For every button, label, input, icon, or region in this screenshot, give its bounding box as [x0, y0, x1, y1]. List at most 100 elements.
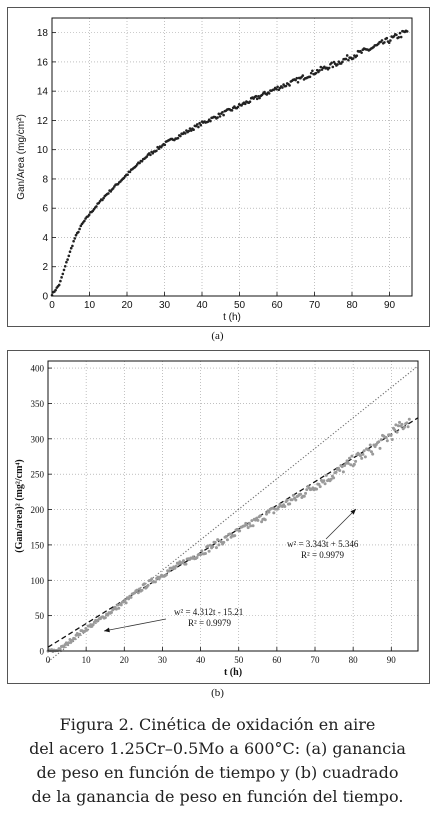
data-point [68, 638, 72, 642]
data-point [149, 153, 152, 157]
x-tick-label: 10 [82, 655, 92, 665]
data-point [324, 473, 328, 477]
data-point [309, 71, 313, 75]
data-point [224, 535, 228, 539]
y-tick-label: 4 [42, 233, 48, 244]
data-point [62, 645, 66, 649]
x-tick-label: 30 [159, 300, 171, 311]
data-point [67, 641, 71, 645]
data-point [360, 456, 364, 460]
data-point [140, 588, 144, 592]
data-point [304, 491, 308, 495]
x-tick-label: 30 [158, 655, 168, 665]
chart-panel-b: 0 10 20 30 40 50 60 70 80 90 0 50 100 150 200 250 300 350… [7, 350, 430, 684]
fit2-annotation-equation: w² = 3.343t + 5.346 [287, 539, 359, 549]
caption-line-3: de peso en función de tiempo y (b) cuadr… [36, 763, 399, 782]
data-point [83, 629, 87, 633]
data-point [61, 272, 65, 276]
data-point [126, 173, 129, 176]
data-point [195, 123, 199, 126]
data-point [314, 71, 318, 75]
data-point [311, 69, 314, 73]
data-point [349, 463, 353, 467]
y-tick-label: 150 [31, 540, 45, 550]
data-point [207, 549, 211, 553]
data-point [140, 159, 144, 163]
data-point [398, 420, 402, 424]
data-point [230, 109, 234, 112]
x-tick-label: 40 [196, 655, 206, 665]
data-point [163, 143, 167, 147]
data-point [308, 75, 312, 79]
data-point [260, 520, 264, 524]
data-point [394, 423, 398, 427]
data-point [57, 283, 61, 287]
x-tick-label: 10 [84, 300, 96, 311]
data-point [124, 601, 128, 605]
data-point [250, 519, 254, 523]
data-point [258, 96, 261, 100]
y-tick-label: 350 [31, 399, 45, 409]
data-point [380, 39, 384, 42]
data-point [116, 603, 120, 607]
data-point [68, 250, 72, 254]
data-point [243, 524, 247, 528]
x-tick-label: 50 [234, 300, 246, 311]
data-point [255, 97, 259, 101]
data-point [217, 112, 221, 116]
x-tick-label: 90 [387, 655, 397, 665]
panel-b-label: (b) [211, 687, 224, 699]
data-point [213, 540, 217, 544]
data-point [127, 597, 131, 601]
data-point [385, 439, 389, 443]
data-point [247, 521, 251, 525]
data-point [406, 425, 410, 429]
data-point [352, 462, 356, 466]
data-point [392, 35, 396, 38]
data-point [288, 84, 291, 87]
y-tick-label: 10 [37, 145, 49, 156]
data-series [50, 29, 409, 297]
y-tick-label: 16 [37, 57, 49, 68]
data-point [111, 187, 115, 190]
x-tick-label: 0 [46, 655, 51, 665]
data-point [347, 456, 351, 460]
data-point [334, 470, 338, 474]
x-tick-label: 50 [234, 655, 244, 665]
data-point [129, 595, 133, 599]
data-point [396, 424, 400, 428]
data-point [251, 524, 255, 528]
data-point [296, 80, 300, 84]
data-point [107, 192, 110, 195]
x-tick-label: 20 [121, 300, 133, 311]
data-point [389, 39, 392, 42]
data-point [387, 41, 391, 45]
data-point [299, 492, 303, 496]
data-point [402, 425, 406, 429]
data-point [367, 448, 371, 452]
data-point [384, 436, 388, 440]
data-point [395, 430, 399, 434]
data-point [385, 36, 389, 40]
data-point [390, 437, 394, 441]
data-point [74, 233, 78, 237]
x-tick-label: 70 [309, 300, 321, 311]
data-point [305, 488, 309, 492]
data-point [73, 637, 77, 641]
data-point [243, 102, 247, 106]
fit2-annotation-arrowhead [350, 509, 356, 515]
data-point [73, 237, 77, 240]
x-tick-label: 80 [346, 300, 358, 311]
data-point [400, 422, 404, 426]
data-point [275, 87, 278, 91]
data-point [291, 493, 295, 497]
data-point [407, 417, 411, 421]
data-point [354, 459, 358, 463]
data-point [267, 92, 271, 95]
data-point [397, 35, 401, 39]
data-point [135, 588, 139, 592]
data-point [337, 466, 341, 470]
y-tick-label: 18 [37, 28, 49, 39]
data-point [301, 74, 305, 77]
data-point [78, 632, 82, 636]
